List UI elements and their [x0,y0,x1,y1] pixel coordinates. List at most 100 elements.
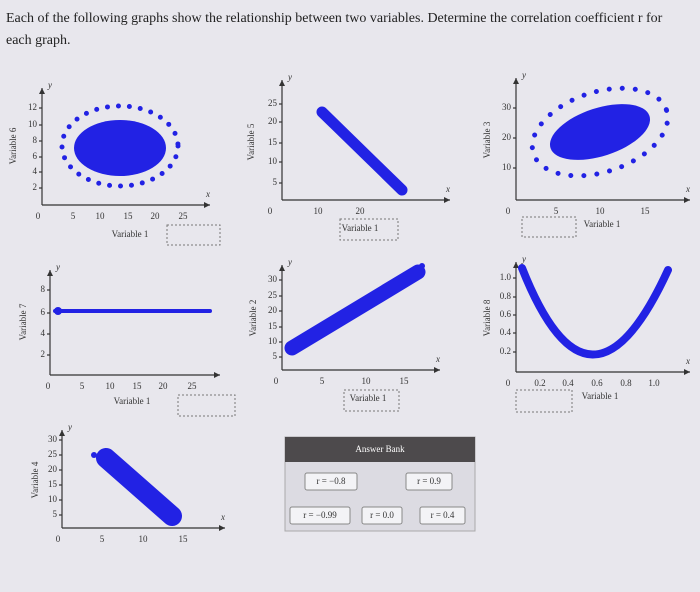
x-axis-label: Variable 1 [342,223,379,233]
y-tick-label: 15 [268,137,278,147]
answer-option-label[interactable]: r = 0.0 [370,510,394,520]
y-tick-label: 0.4 [500,327,512,337]
y-axis-letter: y [55,262,60,272]
y-tick-label: 12 [28,102,37,112]
y-tick-label: 8 [33,135,38,145]
x-tick-label: 20 [356,206,366,216]
y-arrow [513,78,519,84]
y-axis-letter: y [67,422,72,432]
answer-option-label[interactable]: r = −0.8 [317,476,346,486]
x-tick-label: 15 [133,381,143,391]
x-arrow [684,197,690,203]
x-tick-label: 1.0 [648,378,660,388]
y-axis-letter: y [287,72,292,82]
y-tick-label: 15 [48,479,58,489]
answer-drop-box[interactable] [515,389,573,413]
answer-bank-header [285,437,475,462]
y-tick-label: 0.2 [500,346,511,356]
point-cloud [316,106,408,196]
x-tick-label: 10 [362,376,372,386]
answer-drop-box[interactable] [166,224,221,246]
y-tick-label: 10 [28,119,38,129]
y-arrow [279,265,285,271]
y-tick-label: 6 [33,151,38,161]
point-cloud [74,120,166,176]
x-arrow [684,369,690,375]
y-tick-label: 25 [268,290,278,300]
y-axis-label: Variable 3 [482,121,492,158]
point-cloud-edge [529,85,671,179]
x-axis-label: Variable 1 [584,219,621,229]
answer-drop-box[interactable] [339,218,399,241]
x-tick-label: 10 [96,211,106,221]
answer-option-label[interactable]: r = −0.99 [303,510,337,520]
y-arrow [513,262,519,268]
answer-drop-box[interactable] [521,216,577,238]
point-cloud [284,264,426,356]
y-tick-label: 30 [502,102,512,112]
y-arrow [59,430,65,436]
y-tick-label: 0.8 [500,291,512,301]
answer-option[interactable] [289,506,351,525]
y-tick-label: 20 [48,464,58,474]
x-axis-label: Variable 1 [112,229,149,239]
x-tick-label: 5 [80,381,85,391]
point-cloud [518,264,672,359]
point-cloud [549,104,651,160]
answer-option-label[interactable]: r = 0.9 [417,476,441,486]
instruction: Each of the following graphs show the re… [6,11,663,48]
x-tick-label: 0 [36,211,41,221]
answer-option-label[interactable]: r = 0.4 [431,510,455,520]
x-tick-label: 15 [641,206,651,216]
y-tick-label: 10 [268,336,278,346]
x-tick-label: 5 [320,376,325,386]
y-arrow [47,270,53,276]
y-tick-label: 25 [48,449,58,459]
y-tick-label: 20 [268,116,278,126]
x-tick-label: 5 [100,534,105,544]
y-axis-letter: y [521,70,526,80]
answer-option[interactable] [405,472,453,491]
y-tick-label: 10 [502,162,512,172]
x-axis-letter: x [205,189,210,199]
answer-option[interactable] [361,506,403,525]
y-axis-label: Variable 8 [482,299,492,336]
answer-option[interactable] [419,506,466,525]
point-cloud-edge [54,307,62,315]
answer-drop-box[interactable] [177,394,236,417]
y-axis-label: Variable 7 [18,303,28,340]
x-arrow [444,197,450,203]
y-axis-label: Variable 6 [8,127,18,164]
y-tick-label: 15 [268,321,278,331]
answer-drop-box[interactable] [343,389,400,412]
x-tick-label: 0 [506,206,511,216]
x-tick-label: 15 [124,211,134,221]
x-tick-label: 10 [596,206,606,216]
y-tick-label: 1.0 [500,272,512,282]
y-axis-label: Variable 5 [246,123,256,160]
x-arrow [204,202,210,208]
y-arrow [279,80,285,86]
y-tick-label: 30 [268,274,278,284]
x-tick-label: 10 [139,534,149,544]
x-tick-label: 25 [188,381,198,391]
x-tick-label: 10 [106,381,116,391]
answer-option[interactable] [304,472,358,491]
y-arrow [39,88,45,94]
y-tick-label: 5 [273,177,278,187]
point-cloud-edge [59,103,181,189]
x-tick-label: 0.8 [620,378,632,388]
x-arrow [219,525,225,531]
y-tick-label: 5 [273,351,278,361]
y-axis-label: Variable 2 [248,300,258,337]
y-tick-label: 4 [41,328,46,338]
x-tick-label: 0 [268,206,273,216]
y-tick-label: 2 [33,182,38,192]
y-axis-letter: y [287,257,292,267]
x-axis-label: Variable 1 [114,396,151,406]
x-tick-label: 0.4 [562,378,574,388]
point-cloud [96,448,182,526]
y-tick-label: 8 [41,284,46,294]
x-arrow [214,372,220,378]
